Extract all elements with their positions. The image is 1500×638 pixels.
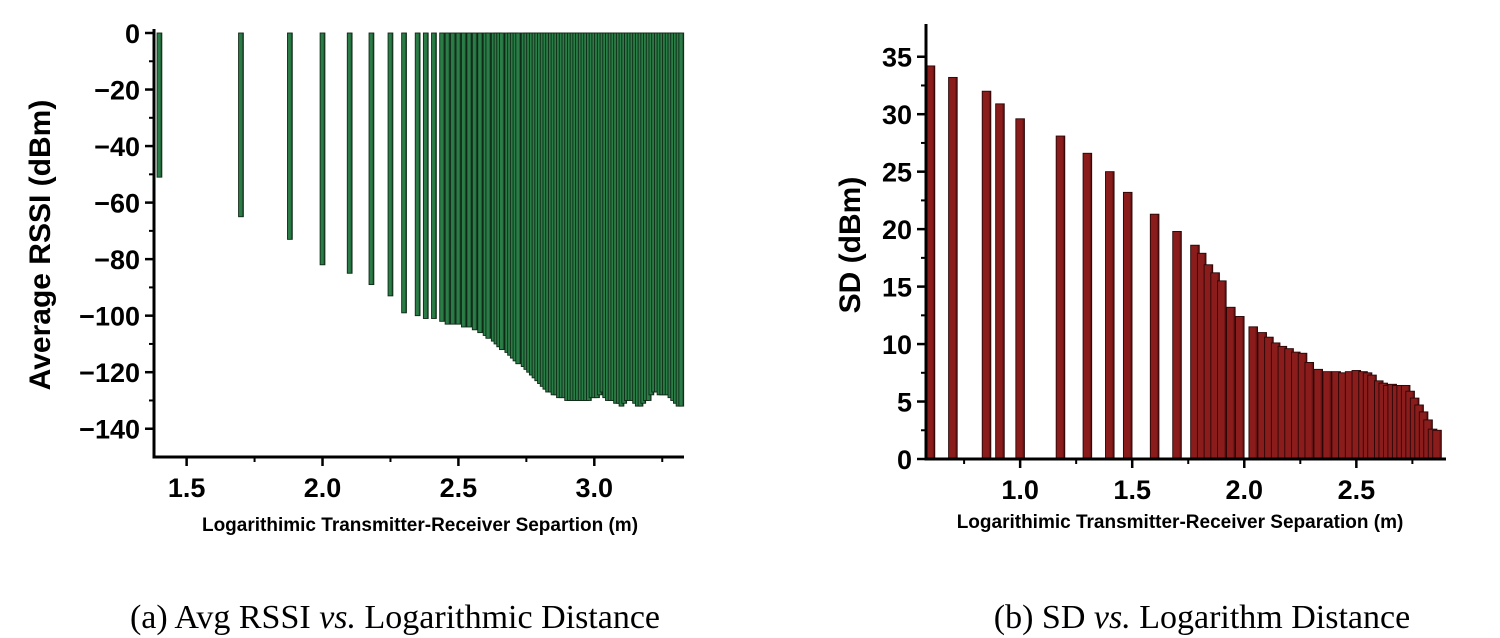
x-tick-label: 1.5 [168,473,206,503]
bar [461,32,467,328]
bar [368,32,375,286]
bar [156,32,163,178]
y-tick-label: 0 [897,445,912,475]
bar [1313,368,1323,460]
x-axis-label: Logarithimic Transmitter-Receiver Separt… [202,515,638,536]
y-tick-label: −120 [79,358,140,388]
bar [1322,371,1332,460]
bar [455,32,462,325]
bar [485,32,492,339]
x-axis-label: Logarithimic Transmitter-Receiver Separa… [957,512,1404,533]
bar [1226,306,1236,460]
y-tick-label: 5 [897,388,912,418]
chart-sd: 0 5 10 15 20 25 30 35 1.0 1.5 2.0 2.5 SD (dBm) Loga… [834,24,1446,533]
bar [1432,429,1442,460]
bar [1105,171,1115,460]
bar-series-sd [925,65,1442,460]
bar [414,32,421,317]
x-tick-label: 1.5 [1113,475,1151,505]
bar [1122,191,1133,460]
y-axis-label: SD (dBm) [834,177,867,314]
bar [1055,135,1066,460]
bar [1235,316,1245,460]
bar [477,32,484,334]
caption-a-vs: vs. [319,599,356,636]
bar [471,32,478,331]
y-tick-label: 35 [882,43,912,73]
x-tick-label: 2.5 [1338,475,1376,505]
bar [422,32,429,319]
bar [499,32,505,351]
caption-b-prefix: (b) SD [994,599,1094,636]
bar [444,32,451,325]
bar [1172,230,1182,460]
caption-b-suffix: Logarithm Distance [1131,599,1410,636]
bar [678,32,685,407]
bar [981,90,992,460]
bar [1149,213,1160,460]
x-tick-label: 2.0 [304,473,342,503]
y-tick-label: −100 [79,302,140,332]
y-tick-label: −80 [94,245,140,275]
bar [1015,118,1025,460]
bar [401,32,407,314]
bar [1304,362,1315,460]
bar [450,32,456,325]
x-tick-label: 3.0 [576,473,614,503]
bar [439,32,445,322]
caption-b: (b) SD vs. Logarithm Distance [994,599,1410,636]
caption-a-prefix: (a) Avg RSSI [130,599,319,636]
bar [466,32,473,328]
axes-avg-rssi: 0 −20 −40 −60 −80 −100 −120 −140 1.5 2.0 2.5 3.0 [79,19,684,503]
caption-a-suffix: Logarithmic Distance [356,599,660,636]
bar [1082,152,1093,460]
y-axis-label: Average RSSI (dBm) [24,100,57,391]
caption-b-vs: vs. [1094,599,1131,636]
x-tick-label: 2.5 [440,473,478,503]
bar [431,32,437,319]
bar [948,76,958,460]
x-tick-label: 2.0 [1226,475,1264,505]
x-tick-label: 1.0 [1001,475,1039,505]
bar [287,32,293,240]
bar [238,32,244,218]
y-tick-label: 30 [882,100,912,130]
caption-a: (a) Avg RSSI vs. Logarithmic Distance [130,599,660,636]
y-tick-label: −40 [94,132,140,162]
y-tick-label: −20 [94,76,140,106]
bar-series-avg-rssi [156,32,685,407]
y-tick-label: 0 [125,19,140,49]
y-tick-label: 25 [882,158,912,188]
bar [319,32,326,266]
y-tick-label: −60 [94,189,140,219]
y-tick-label: −140 [79,415,140,445]
y-tick-label: 15 [882,273,912,303]
y-tick-label: 10 [882,330,912,360]
bar [1217,280,1227,460]
bar [387,32,394,297]
bar [1248,326,1258,460]
chart-avg-rssi: 0 −20 −40 −60 −80 −100 −120 −140 1.5 2.0 2.5 3.0 Av… [24,19,685,536]
y-tick-label: 20 [882,215,912,245]
bar [346,32,353,274]
bar [995,103,1005,460]
bar [515,32,522,365]
axes-sd: 0 5 10 15 20 25 30 35 1.0 1.5 2.0 2.5 [882,24,1446,505]
